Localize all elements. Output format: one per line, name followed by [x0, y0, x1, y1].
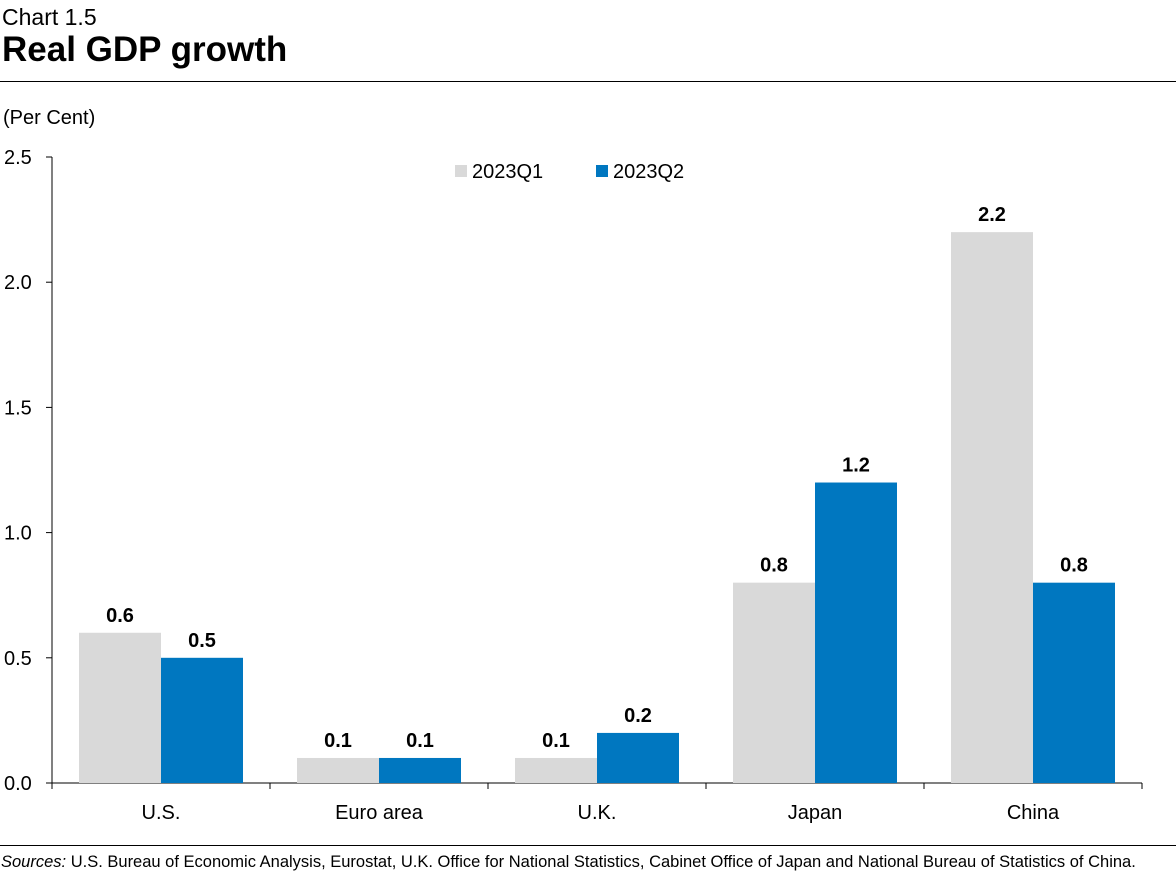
legend-label: 2023Q1 [472, 161, 543, 183]
bar-2023q2 [597, 732, 679, 783]
chart-title: Real GDP growth [2, 30, 288, 69]
bar-2023q2 [1033, 582, 1115, 783]
data-label: 0.2 [624, 705, 652, 727]
data-label: 0.5 [188, 630, 216, 652]
sources-note: Sources: U.S. Bureau of Economic Analysi… [1, 853, 1136, 872]
x-tick-label: U.K. [578, 802, 617, 824]
x-tick-label: China [1007, 802, 1060, 824]
data-label: 0.1 [406, 730, 434, 752]
y-tick-label: 2.0 [4, 272, 32, 294]
data-label: 0.6 [106, 605, 134, 627]
y-tick-label: 2.5 [4, 147, 32, 169]
sources-text: U.S. Bureau of Economic Analysis, Eurost… [66, 853, 1136, 871]
bar-2023q1 [951, 232, 1033, 783]
y-tick-label: 1.5 [4, 397, 32, 419]
sources-divider [0, 845, 1176, 846]
y-tick-label: 1.0 [4, 523, 32, 545]
title-divider [0, 81, 1176, 82]
bar-2023q1 [79, 632, 161, 783]
data-label: 1.2 [842, 455, 870, 477]
data-label: 2.2 [978, 204, 1006, 226]
data-label: 0.8 [1060, 555, 1088, 577]
bar-2023q1 [515, 757, 597, 783]
bar-chart: 0.0 0.5 1.0 1.5 2.0 2.5 U.S. 0.6 0.5 Euro area 0.1… [4, 147, 1143, 824]
chart-number: Chart 1.5 [2, 4, 97, 30]
y-tick-label: 0.0 [4, 773, 32, 795]
data-label: 0.8 [760, 555, 788, 577]
legend-swatch-2023q1 [455, 165, 467, 177]
bar-2023q2 [815, 482, 897, 783]
data-label: 0.1 [324, 730, 352, 752]
y-tick-label: 0.5 [4, 648, 32, 670]
bar-2023q2 [161, 657, 243, 783]
x-tick-label: Euro area [335, 802, 424, 824]
bar-2023q1 [733, 582, 815, 783]
bar-2023q2 [379, 757, 461, 783]
y-axis-unit-label: (Per Cent) [3, 107, 96, 129]
legend-swatch-2023q2 [596, 165, 608, 177]
x-tick-label: Japan [788, 802, 843, 824]
legend-label: 2023Q2 [613, 161, 684, 183]
data-label: 0.1 [542, 730, 570, 752]
bar-2023q1 [297, 757, 379, 783]
x-tick-label: U.S. [142, 802, 181, 824]
sources-lead: Sources: [1, 853, 67, 871]
